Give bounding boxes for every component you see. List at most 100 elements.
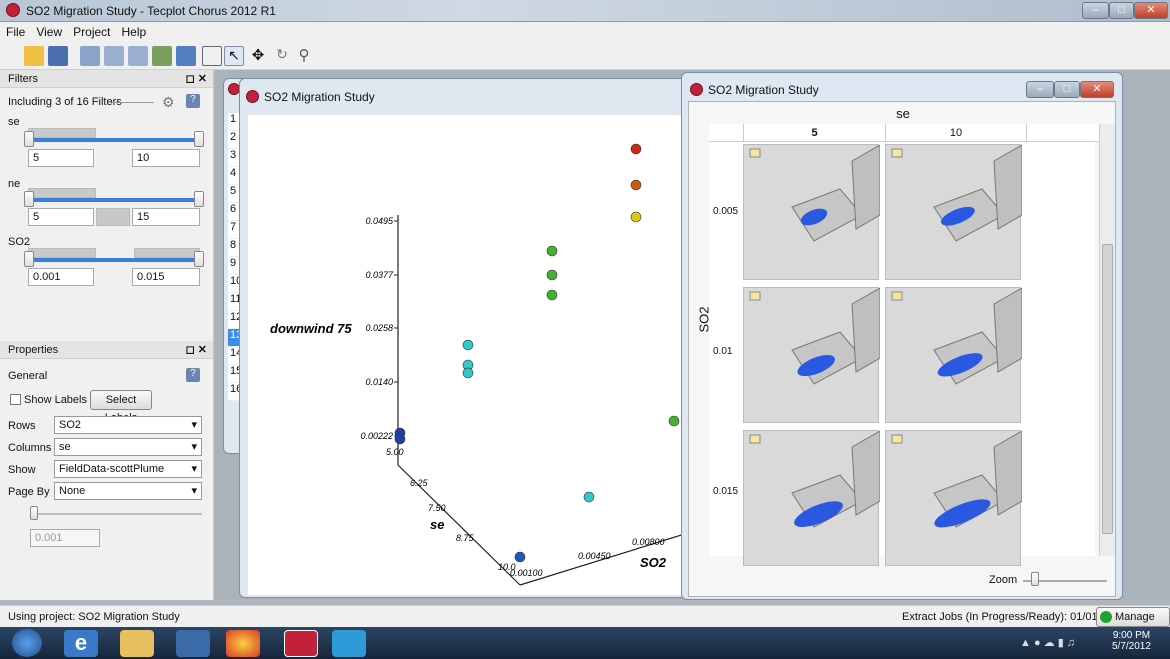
zoom-icon[interactable]: ⚲ [298, 47, 310, 64]
pan-icon[interactable]: ✥ [251, 47, 265, 64]
table-row-number[interactable]: 1 [228, 113, 248, 131]
filter-ne-min-handle[interactable] [24, 191, 34, 207]
scatter-point[interactable] [394, 433, 406, 445]
scatter-point[interactable] [546, 269, 558, 281]
page-slider-track[interactable] [34, 513, 202, 515]
dock-controls[interactable]: ◻ ✕ [185, 73, 207, 85]
maximize-button[interactable]: □ [1109, 2, 1134, 19]
help-icon[interactable]: ? [186, 94, 200, 108]
scatter-2d-icon[interactable] [128, 46, 148, 66]
table-row-number[interactable]: 9 [228, 257, 248, 275]
page-slider-handle[interactable] [30, 506, 38, 520]
rotate-icon[interactable]: ↻ [276, 46, 288, 62]
window-title: SO2 Migration Study - Tecplot Chorus 201… [26, 4, 276, 18]
scatter-point[interactable] [630, 211, 642, 223]
scatter-point[interactable] [462, 339, 474, 351]
filter-so2-min-handle[interactable] [24, 251, 34, 267]
tray-icons[interactable]: ▲ ● ☁ ▮ ♫ [1020, 637, 1076, 649]
clock[interactable]: 9:00 PM 5/7/2012 [1112, 630, 1151, 652]
zoom-slider-track[interactable] [1023, 580, 1107, 582]
media-icon[interactable] [176, 630, 210, 657]
filter-se-max-handle[interactable] [194, 131, 204, 147]
filter-so2-max-field[interactable]: 0.015 [132, 268, 200, 286]
explorer-icon[interactable] [120, 630, 154, 657]
matrix-thumbnail[interactable] [885, 144, 1023, 280]
filter-se-track[interactable] [30, 138, 200, 142]
menu-file[interactable]: File [6, 25, 26, 39]
page-slider-field[interactable]: 0.001 [30, 529, 100, 547]
rows-label: Rows [8, 420, 36, 432]
table-row-number[interactable]: 3 [228, 149, 248, 167]
zoom-slider-handle[interactable] [1031, 572, 1039, 586]
matrix-close-button[interactable]: ✕ [1080, 81, 1114, 98]
scatter-point[interactable] [462, 367, 474, 379]
filter-so2-max-handle[interactable] [194, 251, 204, 267]
show-labels-checkbox[interactable] [10, 394, 21, 405]
new-project-icon[interactable] [24, 46, 44, 66]
rows-select[interactable]: SO2 [54, 416, 202, 434]
matrix-thumbnail[interactable] [743, 430, 881, 566]
columns-select[interactable]: se [54, 438, 202, 456]
show-select[interactable]: FieldData-scottPlume [54, 460, 202, 478]
menu-help[interactable]: Help [121, 25, 147, 39]
matrix-thumbnail[interactable] [743, 144, 881, 280]
matrix-thumbnail[interactable] [885, 287, 1023, 423]
table-row-number[interactable]: 6 [228, 203, 248, 221]
pageby-select[interactable]: None [54, 482, 202, 500]
matrix-scroll-thumb[interactable] [1102, 244, 1113, 534]
matrix-scrollbar[interactable] [1099, 124, 1115, 556]
help-icon[interactable]: ? [186, 368, 200, 382]
filter-ne-min-field[interactable]: 5 [28, 208, 94, 226]
start-button[interactable] [12, 629, 42, 657]
scatter-3d-icon[interactable] [104, 46, 124, 66]
scatter-window[interactable]: SO2 Migration Study 0.0495 0.0377 0.0258 0.… [239, 78, 689, 598]
matrix-minimize-button[interactable]: – [1026, 81, 1054, 98]
chrome-icon[interactable] [226, 630, 260, 657]
matrix-window[interactable]: SO2 Migration Study – □ ✕ se 5 10 SO2 0.… [681, 72, 1123, 600]
filter-se-min-field[interactable]: 5 [28, 149, 94, 167]
scatter-point[interactable] [546, 289, 558, 301]
table-row-number[interactable]: 11 [228, 293, 248, 311]
dock-controls-properties[interactable]: ◻ ✕ [185, 344, 207, 356]
tecplot-icon[interactable] [284, 630, 318, 657]
scatter-point[interactable] [668, 415, 680, 427]
minimize-button[interactable]: – [1082, 2, 1109, 19]
select-labels-button[interactable]: Select Labels [90, 390, 152, 424]
filter-ne-track[interactable] [30, 198, 200, 202]
matrix-col-axis: se [896, 106, 910, 121]
filter-ne-max-field[interactable]: 15 [132, 208, 200, 226]
app-taskbar-icon[interactable] [332, 630, 366, 657]
matrix-thumbnail[interactable] [743, 287, 881, 423]
table-view-icon[interactable] [80, 46, 100, 66]
save-icon[interactable] [48, 46, 68, 66]
menu-view[interactable]: View [36, 25, 63, 39]
filter-so2-track[interactable] [30, 258, 200, 262]
table-row-number[interactable]: 2 [228, 131, 248, 149]
scatter-point[interactable] [630, 143, 642, 155]
scatter-point[interactable] [630, 179, 642, 191]
layout-grid-icon[interactable] [202, 46, 222, 66]
table-row-number[interactable]: 4 [228, 167, 248, 185]
filter-so2-min-field[interactable]: 0.001 [28, 268, 94, 286]
scatter-point[interactable] [514, 551, 526, 563]
table-row-number[interactable]: 8 [228, 239, 248, 257]
toolbar: ↖ ✥ ↻ ⚲ [0, 42, 1170, 70]
scatter-point[interactable] [583, 491, 595, 503]
filter-se-max-field[interactable]: 10 [132, 149, 200, 167]
matrix-view-icon[interactable] [176, 46, 196, 66]
scatter-plot-area[interactable]: 0.0495 0.0377 0.0258 0.0140 0.00222 downwind … [248, 115, 688, 595]
scatter-plot[interactable]: 0.0495 0.0377 0.0258 0.0140 0.00222 downwind … [248, 115, 688, 595]
gear-icon[interactable]: ⚙ [162, 94, 175, 110]
table-row-number[interactable]: 5 [228, 185, 248, 203]
scatter-point[interactable] [546, 245, 558, 257]
matrix-thumbnail[interactable] [885, 430, 1023, 566]
table-row-number[interactable]: 7 [228, 221, 248, 239]
matrix-maximize-button[interactable]: □ [1054, 81, 1080, 98]
pointer-icon[interactable]: ↖ [224, 46, 244, 66]
line-plot-icon[interactable] [152, 46, 172, 66]
close-button[interactable]: ✕ [1134, 2, 1168, 19]
filter-se-min-handle[interactable] [24, 131, 34, 147]
filter-ne-max-handle[interactable] [194, 191, 204, 207]
menu-project[interactable]: Project [73, 25, 111, 39]
ie-icon[interactable]: e [64, 630, 98, 657]
